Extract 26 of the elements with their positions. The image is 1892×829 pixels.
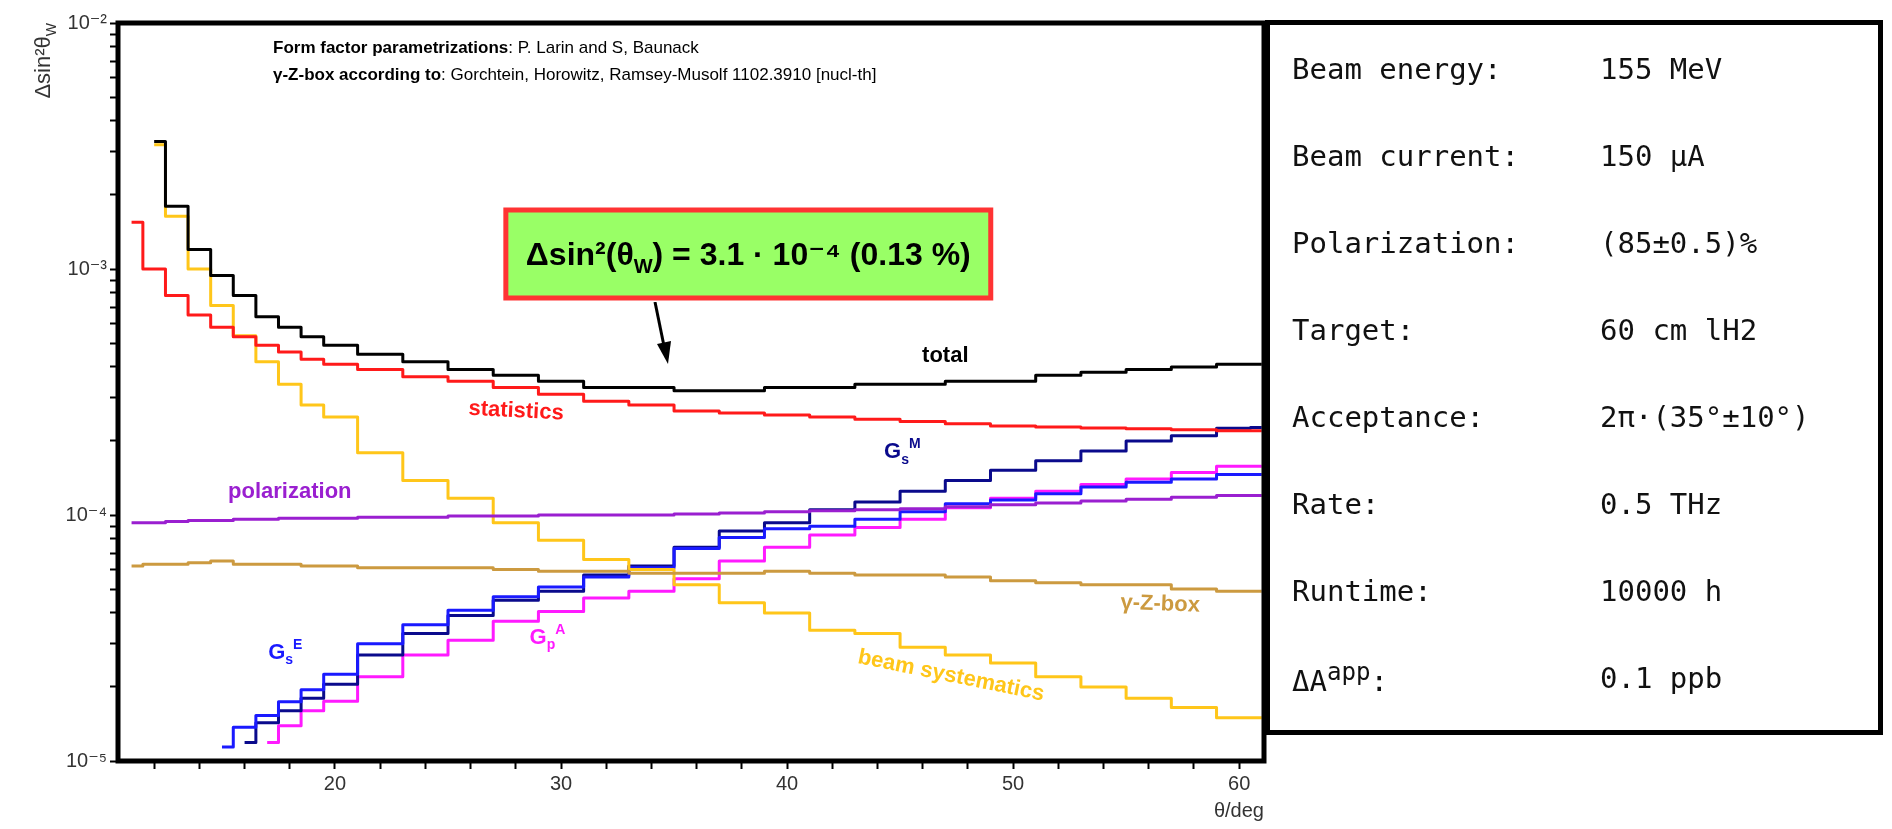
x-tick-label: 30 bbox=[549, 771, 573, 794]
text: Polarization: (85±0.5)% bbox=[1292, 225, 1758, 260]
y-axis-title: Δsin²θW bbox=[30, 22, 59, 99]
series-label: polarization bbox=[228, 478, 352, 504]
text: Rate: 0.5 THz bbox=[1292, 486, 1723, 521]
series-label: total bbox=[922, 341, 969, 367]
y-tick-label: 10⁻³ bbox=[67, 256, 108, 279]
y-tick-label: 10⁻⁴ bbox=[65, 502, 107, 525]
series-label: γ-Z-box bbox=[1120, 588, 1202, 617]
annotation: Form factor parametrizations: P. Larin and S, Baunack bbox=[273, 38, 700, 57]
text: ΔA$^{app}$: 0.1 ppb bbox=[1292, 657, 1723, 698]
text: Runtime: 10000 h bbox=[1292, 573, 1723, 608]
text: Beam energy: 155 MeV bbox=[1292, 51, 1723, 86]
text: beam systematics bbox=[855, 643, 1047, 706]
y-tick-label: 10⁻² bbox=[67, 10, 108, 33]
x-tick-label: 40 bbox=[775, 771, 799, 794]
x-tick-label: 60 bbox=[1228, 771, 1251, 794]
text: Beam current: 150 μA bbox=[1292, 138, 1705, 173]
x-tick-label: 20 bbox=[323, 771, 347, 794]
text: Target: 60 cm lH2 bbox=[1292, 312, 1758, 347]
x-tick-label: 50 bbox=[1001, 771, 1025, 794]
annotation: γ-Z-box according to: Gorchtein, Horowitz, Ramsey-Musolf 1102.3910 [nucl-th] bbox=[273, 65, 877, 84]
x-axis-title: θ/deg bbox=[1213, 798, 1264, 821]
y-tick-label: 10⁻⁵ bbox=[65, 748, 107, 771]
series-label: statistics bbox=[467, 394, 565, 425]
text: Acceptance: 2π·(35°±10°) bbox=[1292, 399, 1810, 434]
